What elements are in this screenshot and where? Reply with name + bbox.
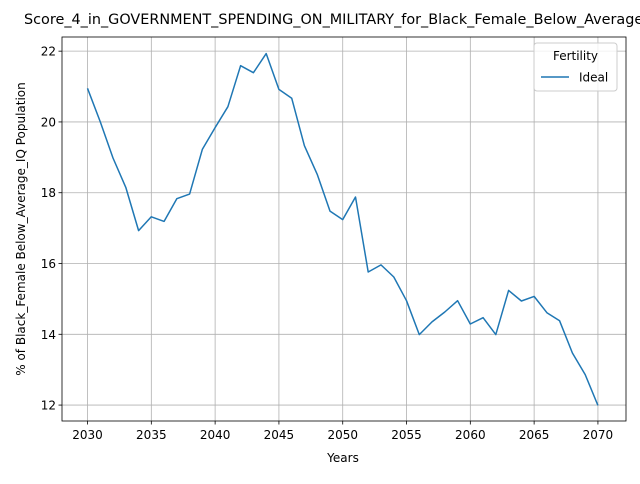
x-tick-label: 2030 xyxy=(72,428,103,442)
plot-area xyxy=(86,52,599,406)
series-line-ideal xyxy=(86,52,599,406)
x-tick-label: 2060 xyxy=(455,428,486,442)
y-tick-label: 22 xyxy=(41,45,56,59)
x-tick-label: 2035 xyxy=(136,428,167,442)
legend-title: Fertility xyxy=(553,49,598,63)
x-tick-label: 2070 xyxy=(583,428,614,442)
y-tick-label: 12 xyxy=(41,399,56,413)
x-tick-label: 2040 xyxy=(200,428,231,442)
x-tick-label: 2045 xyxy=(264,428,295,442)
y-axis: 12 14 16 18 20 22 xyxy=(41,45,62,413)
y-tick-label: 18 xyxy=(41,186,56,200)
legend-box xyxy=(533,42,618,92)
y-tick-label: 20 xyxy=(41,115,56,129)
y-tick-label: 14 xyxy=(41,328,56,342)
y-axis-label: % of Black_Female Below_Average_IQ Popul… xyxy=(14,82,28,376)
grid-lines xyxy=(62,37,626,421)
x-axis-label: Years xyxy=(326,451,359,465)
x-tick-label: 2050 xyxy=(327,428,358,442)
x-tick-label: 2065 xyxy=(519,428,550,442)
x-axis: 2030 2035 2040 2045 2050 2055 2060 2065 2070 xyxy=(72,421,613,442)
legend-entry-ideal: Ideal xyxy=(579,71,608,85)
legend: Fertility Ideal xyxy=(533,42,618,92)
plot-frame xyxy=(61,36,627,422)
y-tick-label: 16 xyxy=(41,257,56,271)
x-tick-label: 2055 xyxy=(391,428,422,442)
chart-title: Score_4_in_GOVERNMENT_SPENDING_ON_MILITA… xyxy=(24,12,640,28)
